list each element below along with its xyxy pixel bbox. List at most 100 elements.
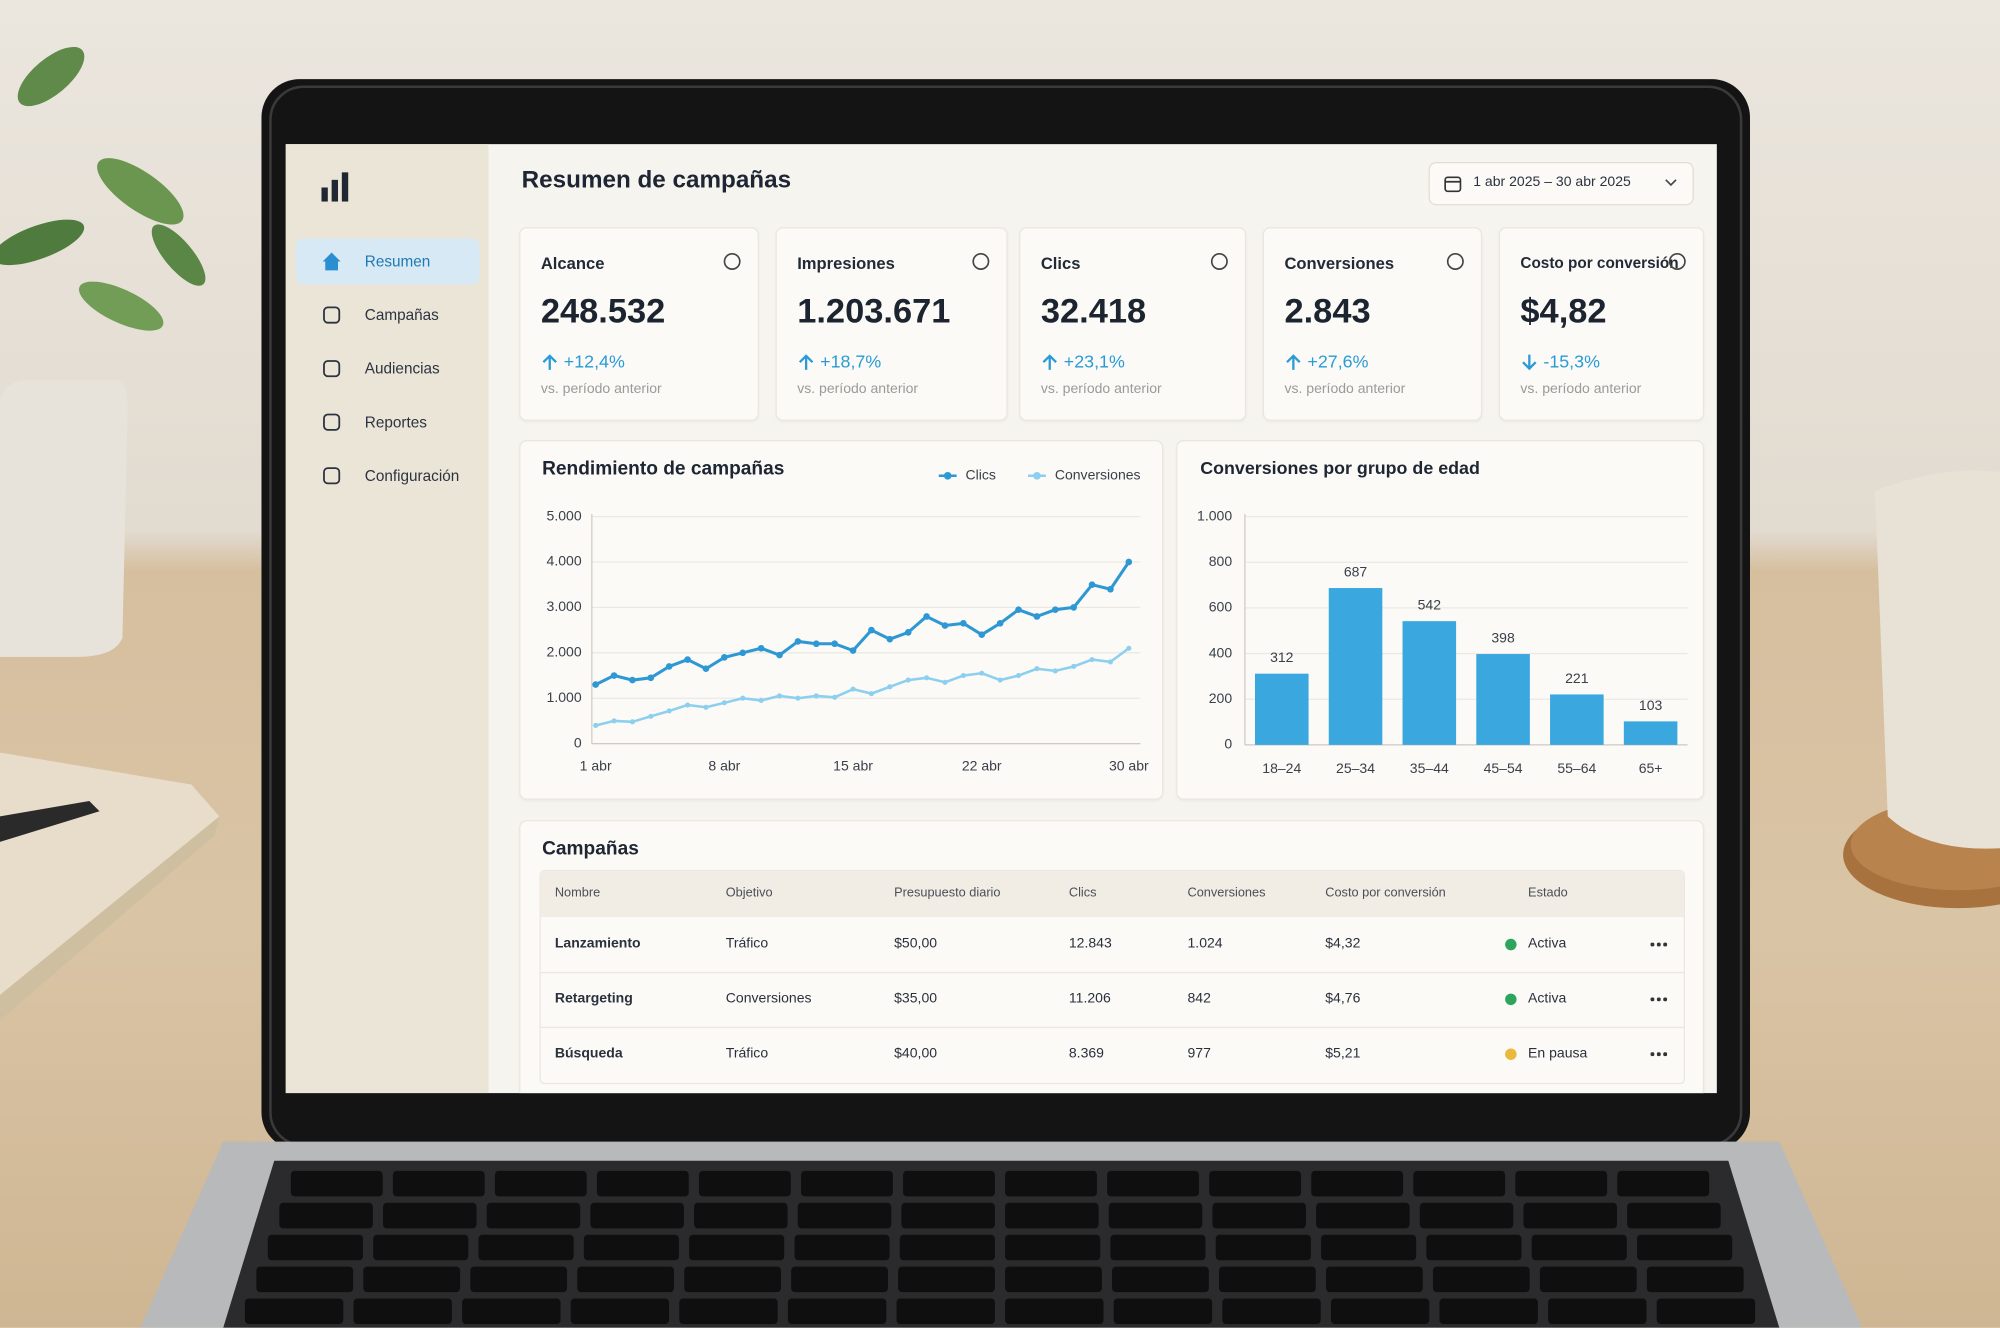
key <box>373 1234 469 1261</box>
x-tick-label: 15 abr <box>833 757 873 773</box>
kpi-change: +27,6% <box>1307 350 1369 372</box>
status-dot <box>1505 1048 1517 1060</box>
nav-item[interactable]: Reportes <box>296 399 480 445</box>
data-point <box>1125 558 1133 566</box>
data-point <box>996 619 1004 627</box>
key <box>256 1266 354 1293</box>
key <box>1321 1234 1417 1261</box>
menu-dot <box>1663 997 1667 1001</box>
key <box>596 1170 689 1197</box>
nav-item[interactable]: Configuración <box>296 453 480 499</box>
kpi-note: vs. período anterior <box>1040 381 1162 397</box>
kpi-note: vs. período anterior <box>540 381 662 397</box>
date-range: 1 abr 2025 – 30 abr 2025 <box>1473 174 1631 191</box>
key <box>899 1234 995 1261</box>
bar-value-label: 542 <box>1418 597 1442 613</box>
key <box>1215 1234 1311 1261</box>
key <box>1419 1202 1514 1229</box>
key <box>1005 1170 1097 1197</box>
key <box>1539 1266 1637 1293</box>
x-tick-label: 65+ <box>1639 760 1663 776</box>
data-point <box>850 686 856 692</box>
data-point <box>629 719 635 725</box>
data-point <box>794 638 802 645</box>
nav-item[interactable]: Campañas <box>296 292 480 338</box>
key <box>383 1202 477 1229</box>
cell: $4,76 <box>1325 991 1361 1007</box>
series-line <box>594 561 1131 686</box>
data-point <box>904 629 912 636</box>
status-label: Activa <box>1528 991 1567 1007</box>
data-point <box>776 651 783 659</box>
data-point <box>758 697 764 704</box>
data-point <box>942 679 948 685</box>
key <box>583 1234 679 1261</box>
bar <box>1254 673 1309 745</box>
date-picker[interactable]: 1 abr 2025 – 30 abr 2025 <box>1428 161 1694 206</box>
key <box>244 1298 344 1324</box>
trend-arrow <box>798 354 814 370</box>
key <box>1531 1234 1627 1261</box>
data-point <box>1089 657 1095 663</box>
chevron <box>1665 179 1677 187</box>
kpi-label: Impresiones <box>797 253 895 273</box>
status-dot <box>1505 938 1517 951</box>
key <box>1108 1202 1203 1229</box>
key <box>898 1266 995 1293</box>
kpi-change: +23,1% <box>1063 350 1125 372</box>
y-tick-label: 4.000 <box>547 553 582 569</box>
status-dot <box>1505 993 1517 1006</box>
key <box>1107 1170 1199 1197</box>
key <box>689 1234 785 1261</box>
data-point <box>868 691 874 697</box>
data-point <box>849 647 857 654</box>
key <box>1548 1298 1647 1324</box>
cell: $5,21 <box>1325 1045 1361 1062</box>
data-point <box>647 674 655 682</box>
nav-item[interactable]: Audiencias <box>296 346 480 392</box>
legend-dot <box>943 471 952 480</box>
trend-arrow <box>1286 354 1301 370</box>
key <box>679 1298 778 1324</box>
logo <box>321 172 349 202</box>
trend-arrow <box>1522 354 1537 371</box>
kpi-label: Clics <box>1040 253 1081 273</box>
data-point <box>960 619 967 627</box>
status-label: En pausa <box>1528 1045 1588 1062</box>
cell: Conversiones <box>725 991 812 1007</box>
icon-shape <box>323 467 341 485</box>
nav-item[interactable]: Resumen <box>295 238 480 285</box>
kpi-card: Costo por conversión $4,82 -15,3% vs. perío… <box>1498 227 1705 421</box>
y-tick-label: 3.000 <box>547 598 582 614</box>
kpi-value: 1.203.671 <box>797 292 951 331</box>
data-point <box>1088 581 1096 589</box>
cell: Tráfico <box>725 1045 769 1062</box>
y-tick-label: 1.000 <box>547 689 582 705</box>
x-tick-label: 35–44 <box>1410 760 1449 776</box>
kpi-card: Clics 32.418 +23,1% vs. período anterior <box>1019 227 1247 421</box>
bar <box>1476 654 1530 745</box>
data-point <box>684 656 691 663</box>
key <box>1311 1170 1404 1197</box>
arrow <box>1042 354 1057 370</box>
row-menu[interactable] <box>1650 1052 1669 1057</box>
bar <box>1402 621 1457 745</box>
row-menu[interactable] <box>1650 942 1669 948</box>
menu-dot <box>1656 1052 1661 1056</box>
data-point <box>629 676 636 684</box>
row-menu[interactable] <box>1650 997 1669 1002</box>
key <box>267 1234 363 1261</box>
menu-dot <box>1656 942 1661 946</box>
legend-label: Clics <box>966 466 996 482</box>
data-point <box>1126 645 1132 651</box>
key <box>694 1202 788 1229</box>
data-point <box>593 722 599 729</box>
y-tick-label: 0 <box>1224 736 1232 752</box>
x-tick-label: 45–54 <box>1484 760 1523 776</box>
data-point <box>721 700 727 706</box>
key <box>1432 1266 1530 1293</box>
key <box>1627 1202 1721 1229</box>
data-point <box>1107 659 1113 665</box>
kpi-note: vs. período anterior <box>797 381 919 397</box>
